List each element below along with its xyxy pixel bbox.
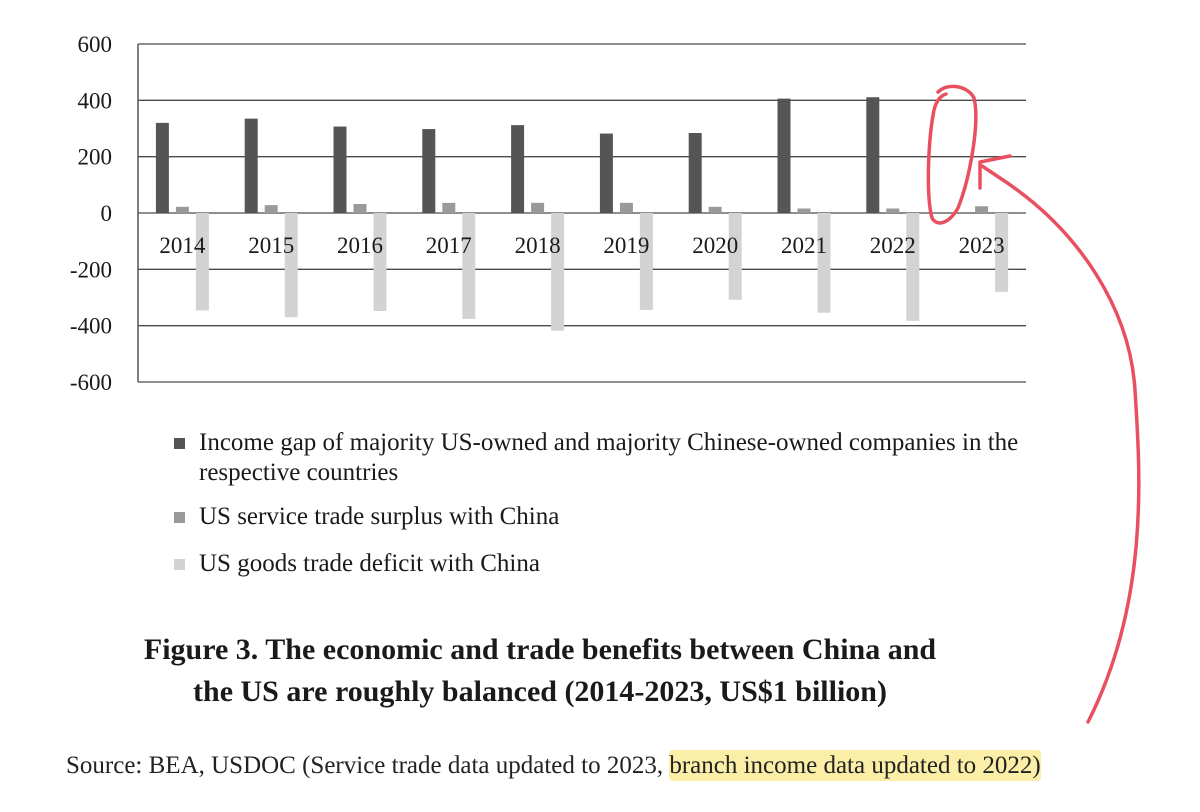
x-tick-label: 2014: [159, 233, 206, 258]
bar-income-gap: [599, 133, 613, 213]
bar-service-surplus: [797, 208, 811, 213]
bar-goods-deficit: [817, 213, 831, 313]
bar-income-gap: [244, 118, 258, 213]
bar-service-surplus: [442, 202, 456, 213]
x-tick-label: 2018: [515, 233, 561, 258]
x-tick-label: 2019: [603, 233, 649, 258]
x-axis-tick-labels: 2014 2015 2016 2017 2018 2019 2020 2021 2022 2023: [159, 233, 1004, 258]
bar-service-surplus: [708, 206, 722, 213]
bar-goods-deficit: [284, 213, 298, 318]
y-tick-label: 400: [78, 88, 113, 113]
bar-service-surplus: [619, 202, 633, 213]
legend-item-income-gap: Income gap of majority US-owned and majo…: [172, 428, 1032, 488]
y-tick-label: 0: [101, 201, 113, 226]
bar-service-surplus: [886, 208, 900, 213]
bar-goods-deficit: [373, 213, 387, 312]
bar-service-surplus: [264, 205, 278, 213]
legend-label-service-surplus: US service trade surplus with China: [199, 503, 560, 530]
x-tick-label: 2020: [692, 233, 738, 258]
x-tick-label: 2015: [248, 233, 294, 258]
legend-item-service-surplus: US service trade surplus with China: [172, 502, 1032, 532]
legend-item-goods-deficit: US goods trade deficit with China: [172, 549, 1032, 579]
bar-income-gap: [333, 126, 347, 213]
x-tick-label: 2021: [781, 233, 827, 258]
bar-service-surplus: [975, 206, 989, 213]
legend-label-income-gap: Income gap of majority US-owned and majo…: [199, 429, 1019, 486]
legend-swatch-goods-deficit: [174, 559, 185, 570]
x-tick-label: 2017: [426, 233, 472, 258]
bar-goods-deficit: [551, 213, 565, 331]
figure-caption: Figure 3. The economic and trade benefit…: [90, 629, 990, 713]
legend-label-goods-deficit: US goods trade deficit with China: [199, 550, 540, 577]
y-tick-label: -200: [70, 257, 112, 282]
source-text: Source: BEA, USDOC (Service trade data u…: [66, 752, 670, 779]
legend-swatch-service-surplus: [174, 512, 185, 523]
bar-goods-deficit: [639, 213, 653, 310]
figure-caption-line-2: the US are roughly balanced (2014-2023, …: [193, 675, 887, 708]
bar-service-surplus: [531, 202, 545, 213]
bar-goods-deficit: [195, 213, 209, 311]
bars: [155, 97, 1009, 331]
x-tick-label: 2023: [959, 233, 1005, 258]
bar-income-gap: [511, 125, 525, 213]
bar-goods-deficit: [906, 213, 920, 321]
figure-caption-line-1: Figure 3. The economic and trade benefit…: [143, 633, 937, 666]
bar-service-surplus: [353, 203, 367, 213]
source-highlighted-text: branch income data updated to 2022): [669, 750, 1041, 781]
bar-goods-deficit: [462, 213, 476, 319]
x-tick-label: 2016: [337, 233, 383, 258]
bar-service-surplus: [175, 206, 189, 213]
y-tick-label: 600: [78, 32, 113, 57]
y-axis-tick-labels: 600 400 200 0 -200 -400 -600: [70, 32, 112, 395]
legend: Income gap of majority US-owned and majo…: [172, 428, 1032, 596]
y-tick-label: -600: [70, 370, 112, 395]
bar-income-gap: [688, 133, 702, 213]
y-tick-label: 200: [78, 145, 113, 170]
bar-income-gap: [777, 98, 791, 213]
x-tick-label: 2022: [870, 233, 916, 258]
bar-goods-deficit: [728, 213, 742, 300]
bar-income-gap: [155, 122, 169, 213]
source-note: Source: BEA, USDOC (Service trade data u…: [66, 750, 1041, 782]
legend-swatch-income-gap: [174, 438, 185, 449]
y-tick-label: -400: [70, 314, 112, 339]
bar-income-gap: [866, 97, 880, 213]
bar-income-gap: [422, 129, 436, 213]
